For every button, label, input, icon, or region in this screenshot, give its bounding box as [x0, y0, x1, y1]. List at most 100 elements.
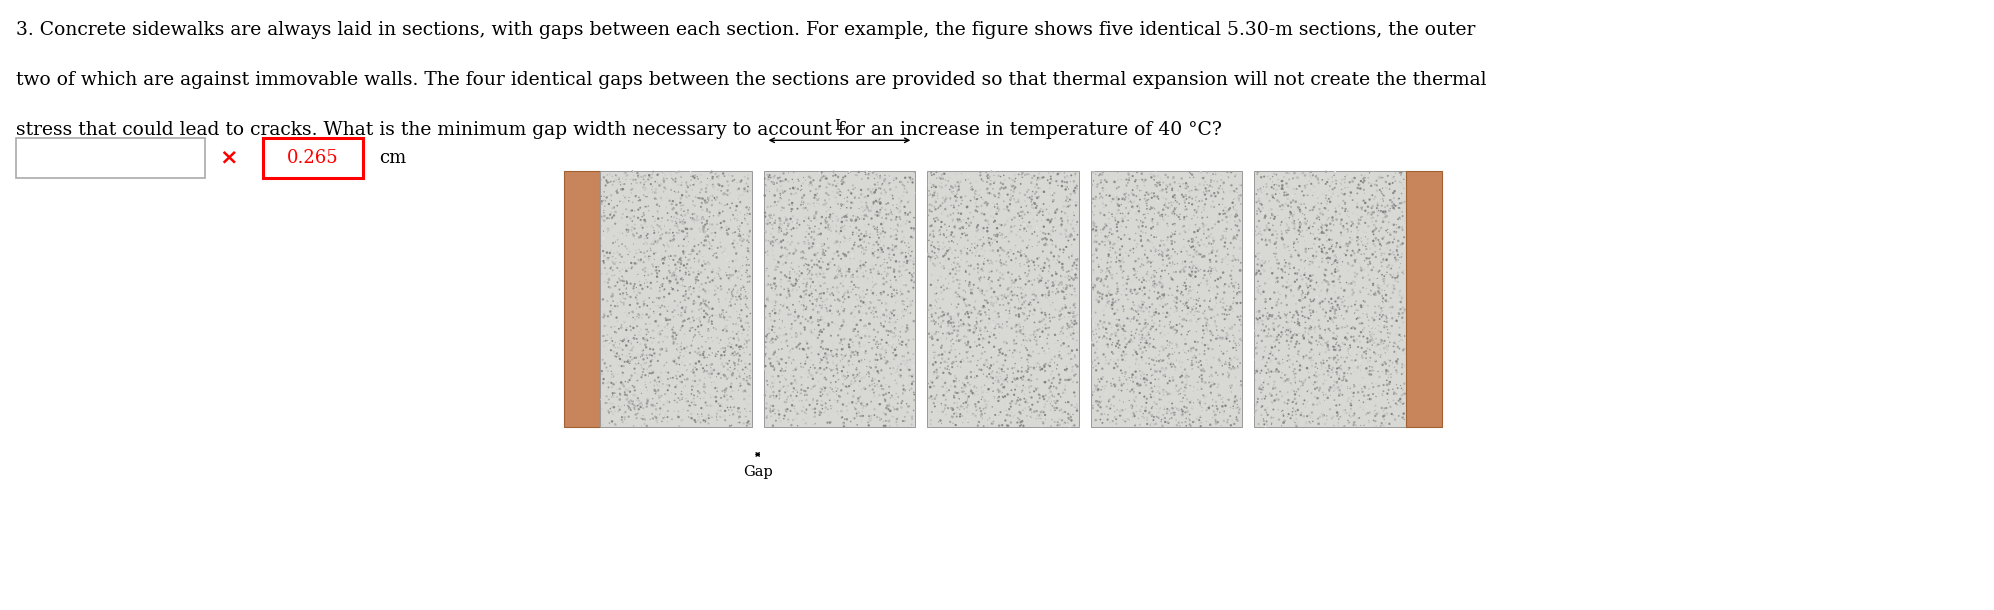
Point — [732, 209, 764, 218]
Point — [849, 245, 881, 255]
Point — [794, 239, 826, 248]
Point — [720, 256, 752, 265]
Point — [660, 177, 692, 187]
Point — [1095, 262, 1127, 272]
Point — [752, 181, 784, 191]
Point — [752, 331, 784, 340]
Point — [1306, 208, 1338, 218]
Point — [859, 314, 891, 323]
Point — [1031, 215, 1063, 224]
Point — [588, 173, 620, 182]
Point — [830, 375, 861, 384]
Point — [678, 257, 710, 267]
Point — [1041, 252, 1073, 262]
Point — [1326, 323, 1358, 332]
Point — [716, 394, 748, 404]
Point — [1180, 357, 1212, 367]
Point — [1174, 186, 1206, 196]
Point — [1180, 176, 1212, 185]
Point — [690, 241, 722, 251]
Point — [642, 301, 674, 310]
Point — [660, 260, 692, 270]
Point — [887, 356, 919, 366]
Point — [1292, 326, 1324, 336]
Point — [826, 413, 857, 423]
Point — [776, 375, 808, 384]
Point — [1206, 309, 1238, 319]
Point — [953, 209, 985, 218]
Point — [955, 386, 987, 395]
Point — [939, 387, 971, 397]
Point — [756, 220, 788, 230]
Point — [596, 239, 628, 248]
Point — [1105, 199, 1137, 209]
Point — [947, 398, 979, 408]
Point — [1103, 182, 1135, 192]
Point — [702, 240, 734, 250]
Point — [1119, 196, 1151, 206]
Point — [1364, 207, 1396, 217]
Point — [915, 246, 947, 256]
Point — [967, 232, 999, 242]
Point — [837, 340, 869, 350]
Point — [764, 359, 796, 369]
Point — [664, 348, 696, 357]
Point — [945, 335, 977, 345]
Point — [1330, 274, 1362, 284]
Point — [859, 304, 891, 314]
Point — [1304, 298, 1336, 307]
Point — [1125, 370, 1157, 379]
Point — [734, 260, 766, 270]
Point — [837, 240, 869, 249]
Point — [788, 305, 820, 315]
Point — [977, 184, 1009, 194]
Point — [730, 412, 762, 422]
Point — [1214, 239, 1246, 248]
Point — [770, 407, 802, 417]
Point — [1019, 275, 1051, 285]
Point — [672, 390, 704, 400]
Point — [734, 203, 766, 212]
Point — [937, 322, 969, 332]
Point — [634, 251, 666, 261]
Point — [935, 317, 967, 327]
Point — [1362, 310, 1394, 320]
Point — [770, 366, 802, 376]
Point — [714, 297, 746, 307]
Point — [849, 170, 881, 179]
Point — [1358, 314, 1390, 324]
Point — [1079, 181, 1111, 191]
Point — [1366, 246, 1398, 256]
Point — [939, 278, 971, 287]
Point — [1314, 235, 1346, 245]
Point — [869, 205, 901, 215]
Point — [947, 195, 979, 205]
Point — [600, 313, 632, 323]
Point — [794, 181, 826, 190]
Point — [780, 307, 812, 317]
Point — [630, 184, 662, 193]
Point — [1059, 186, 1091, 196]
Point — [598, 340, 630, 350]
Point — [652, 320, 684, 330]
Point — [830, 371, 861, 381]
Point — [859, 174, 891, 184]
Point — [618, 231, 650, 240]
Point — [1382, 270, 1414, 280]
Point — [818, 191, 849, 201]
Point — [837, 337, 869, 347]
Point — [835, 203, 867, 213]
Point — [604, 220, 636, 229]
Point — [915, 207, 947, 217]
Point — [810, 217, 841, 226]
Point — [704, 368, 736, 378]
Point — [608, 357, 640, 367]
Point — [1166, 371, 1198, 381]
Point — [774, 219, 806, 229]
Point — [1081, 383, 1113, 393]
Point — [1386, 293, 1418, 303]
Point — [820, 271, 851, 281]
Point — [710, 221, 742, 231]
Point — [782, 341, 814, 351]
Point — [628, 384, 660, 394]
